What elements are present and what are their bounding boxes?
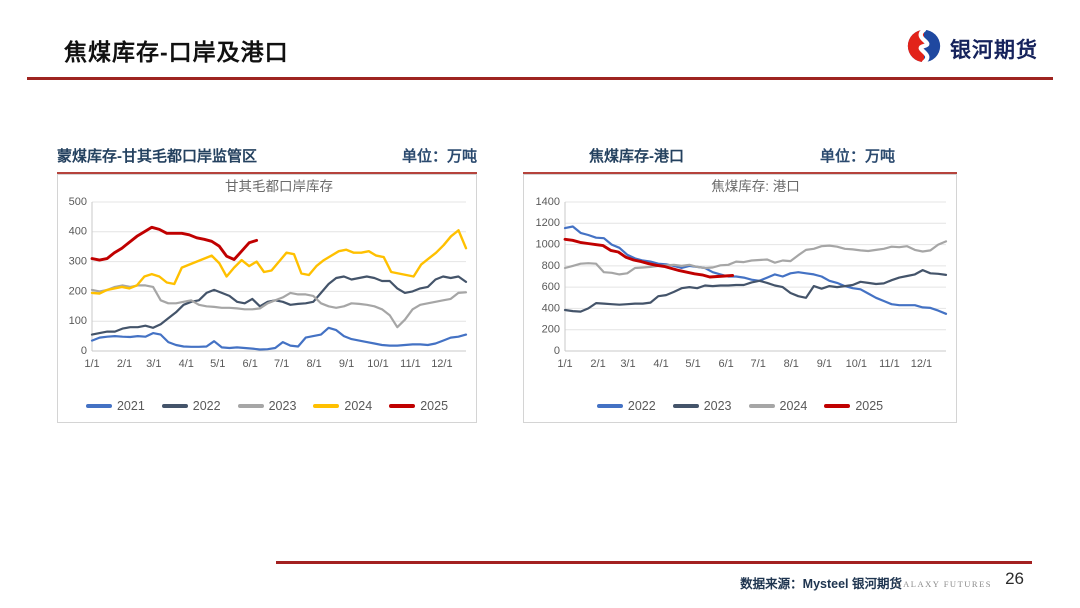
chart-legend: 2021 2022 2023 2024 2025 (58, 399, 476, 413)
svg-text:甘其毛都口岸库存: 甘其毛都口岸库存 (225, 179, 333, 194)
legend-label: 2021 (116, 399, 145, 413)
svg-text:10/1: 10/1 (846, 358, 867, 370)
svg-text:400: 400 (69, 226, 87, 238)
legend-item-2022: 2022 (161, 399, 221, 413)
svg-text:9/1: 9/1 (817, 358, 832, 370)
legend-line-swatch (313, 404, 340, 408)
svg-text:200: 200 (69, 285, 87, 297)
legend-line-swatch (161, 404, 188, 408)
svg-text:3/1: 3/1 (146, 358, 161, 370)
svg-text:2/1: 2/1 (590, 358, 605, 370)
unit-label: 单位：万吨 (819, 148, 895, 165)
legend-line-swatch (85, 404, 112, 408)
galaxy-swirl-icon (905, 27, 943, 70)
legend-item-2024: 2024 (313, 399, 372, 413)
legend-line-swatch (237, 404, 264, 408)
legend-line-swatch (824, 403, 851, 409)
svg-text:4/1: 4/1 (653, 358, 668, 370)
legend-item-2023: 2023 (237, 399, 297, 413)
brand-caption: GALAXY FUTURES (895, 579, 992, 589)
panel-title: 蒙煤库存-甘其毛都口岸监管区 (57, 148, 257, 165)
data-source: 数据来源：Mysteel 银河期货 (740, 577, 902, 591)
legend-label: 2023 (268, 399, 297, 413)
svg-text:1000: 1000 (536, 238, 560, 250)
svg-text:11/1: 11/1 (879, 358, 900, 370)
svg-text:0: 0 (554, 345, 560, 357)
legend-item-2025: 2025 (824, 399, 883, 413)
svg-text:1200: 1200 (536, 217, 560, 229)
svg-text:9/1: 9/1 (339, 358, 354, 370)
svg-text:11/1: 11/1 (400, 358, 421, 370)
legend-line-swatch (672, 404, 699, 408)
legend-item-2021: 2021 (85, 399, 145, 413)
panel-divider (57, 172, 477, 174)
svg-text:500: 500 (69, 196, 87, 208)
panel-header: 焦煤库存-港口 单位：万吨 (523, 145, 957, 167)
legend-line-swatch (748, 404, 775, 408)
panel-title: 焦煤库存-港口 (589, 148, 684, 165)
legend-label: 2023 (703, 399, 732, 413)
svg-text:600: 600 (542, 281, 560, 293)
svg-text:12/1: 12/1 (911, 358, 932, 370)
legend-label: 2024 (344, 399, 373, 413)
company-logo: 银河期货 (905, 27, 1038, 70)
legend-item-2024: 2024 (748, 399, 808, 413)
svg-text:焦煤库存: 港口: 焦煤库存: 港口 (711, 179, 800, 194)
company-name: 银河期货 (950, 38, 1038, 62)
chart-port-inventory: 焦煤库存: 港口 0 200 400 600 800 1000 1200 1400 1/1 2/1 3… (523, 174, 957, 423)
svg-text:100: 100 (69, 315, 87, 327)
svg-text:200: 200 (542, 324, 560, 336)
legend-line-swatch (389, 403, 416, 409)
panel-coking-coal-port: 焦煤库存-港口 单位：万吨 焦煤库存: 港口 0 200 400 600 800 1000 1… (523, 145, 957, 423)
legend-line-swatch (596, 404, 623, 408)
legend-item-2025: 2025 (389, 399, 448, 413)
svg-text:6/1: 6/1 (243, 358, 258, 370)
legend-item-2022: 2022 (596, 399, 656, 413)
svg-text:12/1: 12/1 (431, 358, 452, 370)
svg-text:7/1: 7/1 (751, 358, 766, 370)
page-number: 26 (1005, 569, 1024, 588)
panel-divider (523, 172, 957, 174)
line-chart-port: 焦煤库存: 港口 0 200 400 600 800 1000 1200 1400 1/1 2/1 3… (536, 179, 948, 370)
unit-label: 单位：万吨 (401, 148, 477, 165)
svg-text:3/1: 3/1 (620, 358, 635, 370)
legend-label: 2024 (779, 399, 808, 413)
svg-text:1/1: 1/1 (557, 358, 572, 370)
legend-item-2023: 2023 (672, 399, 732, 413)
svg-text:300: 300 (69, 256, 87, 268)
panel-mongolian-coal-border: 蒙煤库存-甘其毛都口岸监管区 单位：万吨 甘其毛都口岸库存 0 100 200 300 4… (57, 145, 477, 423)
svg-text:1400: 1400 (536, 196, 560, 208)
svg-text:2/1: 2/1 (117, 358, 132, 370)
svg-text:8/1: 8/1 (306, 358, 321, 370)
chart-ganqimaodu: 甘其毛都口岸库存 0 100 200 300 400 500 1/1 2/1 3/1 4/1 5/1 6… (57, 174, 477, 423)
svg-text:800: 800 (542, 260, 560, 272)
svg-text:6/1: 6/1 (719, 358, 734, 370)
legend-label: 2025 (855, 399, 884, 413)
svg-text:4/1: 4/1 (179, 358, 194, 370)
svg-text:10/1: 10/1 (367, 358, 388, 370)
page-title: 焦煤库存-口岸及港口 (64, 39, 289, 65)
legend-label: 2022 (192, 399, 221, 413)
footer-divider (276, 561, 1032, 564)
svg-text:5/1: 5/1 (685, 358, 700, 370)
chart-legend: 2022 2023 2024 2025 (524, 399, 956, 413)
svg-text:0: 0 (81, 345, 87, 357)
title-underline (27, 77, 1053, 80)
svg-text:8/1: 8/1 (784, 358, 799, 370)
svg-text:400: 400 (542, 302, 560, 314)
line-chart-ganqimaodu: 甘其毛都口岸库存 0 100 200 300 400 500 1/1 2/1 3/1 4/1 5/1 6… (69, 179, 468, 370)
svg-text:7/1: 7/1 (274, 358, 289, 370)
panel-header: 蒙煤库存-甘其毛都口岸监管区 单位：万吨 (57, 145, 477, 167)
svg-text:1/1: 1/1 (84, 358, 99, 370)
legend-label: 2022 (627, 399, 656, 413)
svg-text:5/1: 5/1 (210, 358, 225, 370)
legend-label: 2025 (420, 399, 449, 413)
